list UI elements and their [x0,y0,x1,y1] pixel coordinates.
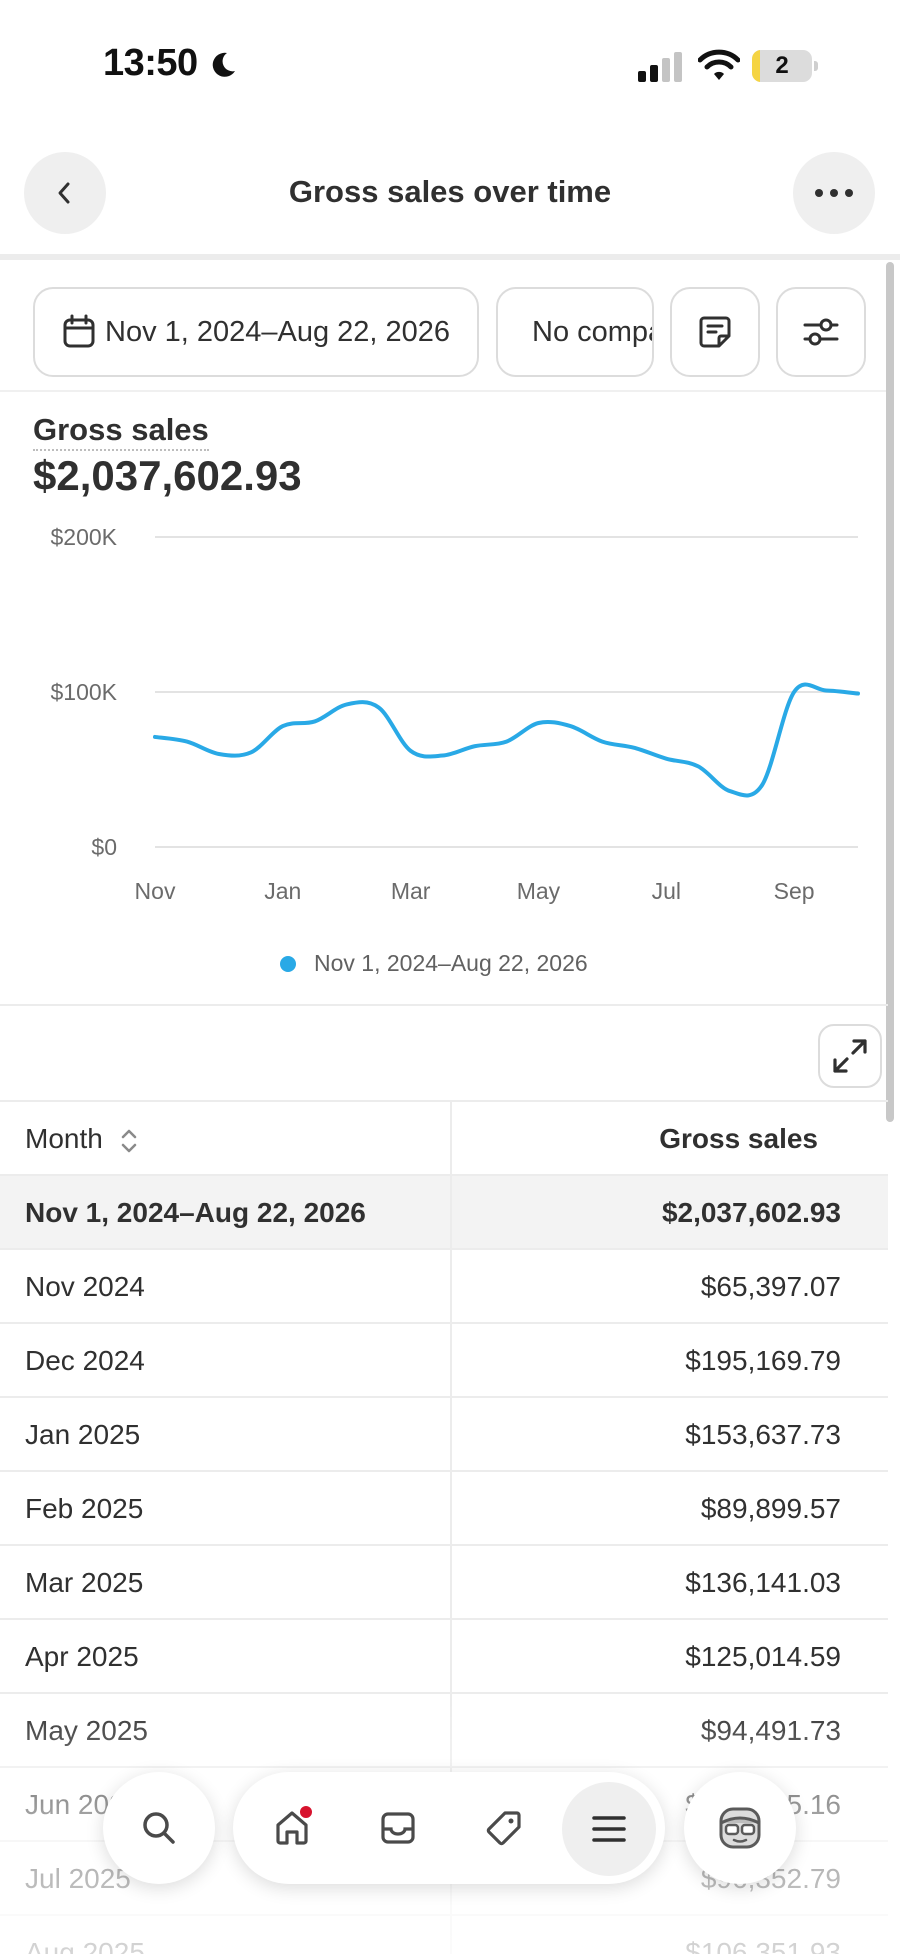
tag-icon [486,1811,521,1846]
row-month: Dec 2024 [25,1345,145,1376]
tab-bar [233,1772,665,1884]
x-tick-label: Jan [264,878,301,904]
date-range-label: Nov 1, 2024–Aug 22, 2026 [105,315,451,348]
calendar-icon [63,314,95,348]
filter-bar: Nov 1, 2024–Aug 22, 2026 No comparison [0,266,888,392]
table-total-row: Nov 1, 2024–Aug 22, 2026 $2,037,602.93 [0,1174,888,1250]
header: Gross sales over time [0,130,900,260]
divider [0,1004,888,1006]
row-gross-sales: $125,014.59 [685,1641,841,1672]
table-row[interactable]: Feb 2025 $89,899.57 [0,1470,888,1546]
metric-value: $2,037,602.93 [33,452,302,499]
row-month: Apr 2025 [25,1641,139,1672]
row-month: Mar 2025 [25,1567,144,1598]
row-month: Nov 2024 [25,1271,145,1302]
moon-icon [212,52,235,77]
x-tick-label: May [517,878,561,904]
sidekick-button[interactable] [684,1772,796,1884]
ellipsis-icon [815,189,853,197]
row-gross-sales: $89,899.57 [700,1493,841,1524]
notes-button[interactable] [670,287,760,377]
chart-legend: Nov 1, 2024–Aug 22, 2026 [280,950,588,977]
row-gross-sales: $153,637.73 [685,1419,841,1450]
note-icon [699,316,731,348]
status-time: 13:50 [103,42,198,84]
comparison-label: No comparison [532,315,652,348]
cellular-signal-icon [638,52,682,82]
avatar-icon [719,1807,761,1849]
legend-swatch [280,955,296,972]
row-gross-sales: $136,141.03 [685,1567,841,1598]
row-gross-sales: $65,397.07 [700,1271,841,1302]
table-row[interactable]: Apr 2025 $125,014.59 [0,1618,888,1694]
notification-dot [298,1804,314,1820]
expand-icon [833,1039,867,1073]
tab-orders[interactable] [360,1790,436,1866]
battery-icon: 2 [752,50,818,82]
metric-label[interactable]: Gross sales [33,412,209,451]
tab-products[interactable] [466,1790,542,1866]
row-gross-sales: $195,169.79 [685,1345,841,1376]
home-icon [276,1811,308,1845]
line-chart: $200K $100K $0 Nov Jan Mar May Jul Sep [50,524,860,904]
expand-button[interactable] [818,1024,882,1088]
sliders-icon [803,318,839,346]
tab-home[interactable] [254,1790,330,1866]
inbox-icon [381,1812,415,1844]
date-range-picker[interactable]: Nov 1, 2024–Aug 22, 2026 [33,287,479,377]
x-tick-label: Jul [652,878,681,904]
tab-menu[interactable] [562,1782,656,1876]
x-tick-label: Sep [774,878,815,904]
search-icon [143,1812,175,1844]
y-tick-label: $100K [50,679,117,705]
page-title: Gross sales over time [288,174,612,209]
y-tick-label: $200K [50,524,117,550]
sort-icon [121,1129,137,1152]
row-month: Jan 2025 [25,1419,141,1450]
battery-level: 2 [775,52,789,79]
back-button[interactable] [24,152,106,234]
status-bar: 13:50 2 [0,0,900,130]
row-month: Feb 2025 [25,1493,144,1524]
more-options-button[interactable] [793,152,875,234]
month-column-header[interactable]: Month [25,1102,139,1176]
table-row[interactable]: Mar 2025 $136,141.03 [0,1544,888,1620]
x-tick-label: Mar [391,878,431,904]
total-gross-sales: $2,037,602.93 [661,1197,841,1228]
table-row[interactable]: Nov 2024 $65,397.07 [0,1248,888,1324]
chevron-left-icon [58,182,70,204]
gross-sales-column-header[interactable]: Gross sales [659,1123,818,1154]
search-button[interactable] [103,1772,215,1884]
wifi-icon [698,49,740,80]
chart-settings-button[interactable] [776,287,866,377]
table-header-row: Month Gross sales [0,1100,888,1176]
series-line [153,682,860,798]
comparison-picker[interactable]: No comparison [496,287,654,377]
menu-icon [592,1816,626,1842]
table-row[interactable]: Dec 2024 $195,169.79 [0,1322,888,1398]
total-month: Nov 1, 2024–Aug 22, 2026 [25,1197,366,1228]
y-tick-label: $0 [91,834,117,860]
x-tick-label: Nov [135,878,176,904]
page-scrollbar[interactable] [886,262,894,1122]
legend-label: Nov 1, 2024–Aug 22, 2026 [314,950,588,976]
table-row[interactable]: Jan 2025 $153,637.73 [0,1396,888,1472]
